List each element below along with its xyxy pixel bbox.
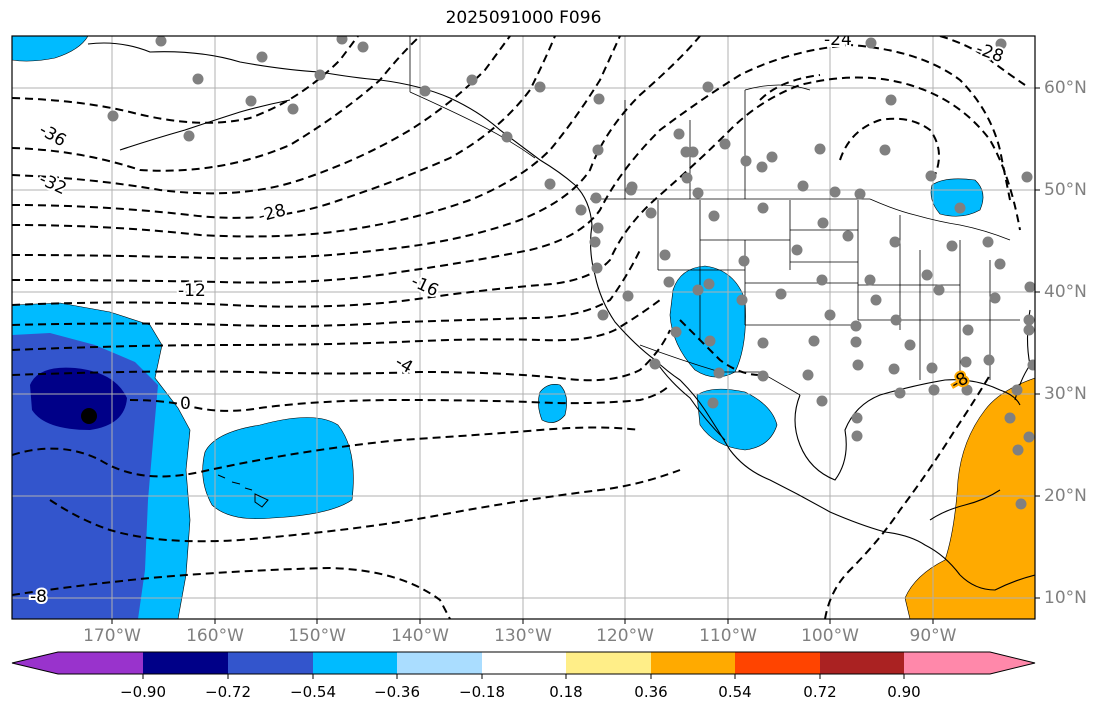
colorbar-segment <box>143 652 228 674</box>
colorbar-tick-label: −0.72 <box>205 683 251 701</box>
graticule <box>12 36 1035 619</box>
lon-label: 130°W <box>494 626 552 646</box>
colorbar-tick-label: 0.90 <box>887 683 921 701</box>
lon-label: 150°W <box>288 626 346 646</box>
colorbar <box>11 651 1036 679</box>
colorbar-tick-label: 0.72 <box>803 683 837 701</box>
shade-great-lakes <box>930 178 984 217</box>
map-title: 2025091000 F096 <box>445 8 602 28</box>
shade-hawaii <box>202 417 354 520</box>
lon-label: 100°W <box>801 626 859 646</box>
station-dots <box>107 36 1035 510</box>
shade-gulf-positive <box>904 377 1035 619</box>
contour-label: -4 <box>392 352 417 378</box>
coastlines <box>87 42 1035 591</box>
contour-label: -24 <box>824 30 852 50</box>
colorbar-outline <box>11 651 1036 675</box>
contour-label: -36 <box>36 120 70 151</box>
lon-label: 110°W <box>699 626 757 646</box>
contour-label: -12 <box>178 281 206 301</box>
colorbar-segment <box>313 652 397 674</box>
lat-label: 30°N <box>1044 384 1087 404</box>
contour-label: -16 <box>408 271 442 301</box>
lat-label: 10°N <box>1044 588 1087 608</box>
colorbar-segment <box>482 652 566 674</box>
contour-label: -32 <box>36 169 70 199</box>
shade-west-dark <box>30 367 127 430</box>
colorbar-segment <box>651 652 735 674</box>
colorbar-tick-label: −0.18 <box>459 683 505 701</box>
lat-label: 50°N <box>1044 180 1087 200</box>
shade-mexico <box>696 388 778 451</box>
lon-label: 120°W <box>596 626 654 646</box>
low-center-dot <box>81 408 97 424</box>
contour-labels: -36 -32 -28 -24 -28 -12 -16 -4 0 -8 -8 <box>28 30 1008 609</box>
colorbar-tick-label: 0.54 <box>718 683 752 701</box>
colorbar-segment <box>12 652 143 674</box>
political-borders <box>409 36 1020 396</box>
lon-label: 90°W <box>909 626 957 646</box>
shade-topleft <box>12 36 89 62</box>
colorbar-tick-label: −0.36 <box>374 683 420 701</box>
colorbar-segment <box>904 652 1035 674</box>
colorbar-tick-label: 0.18 <box>549 683 583 701</box>
lon-label: 170°W <box>83 626 141 646</box>
colorbar-tick-label: 0.36 <box>634 683 668 701</box>
contour-label: -8 <box>30 587 47 607</box>
colorbar-segment <box>566 652 651 674</box>
lat-label: 60°N <box>1044 78 1087 98</box>
colorbar-segment <box>228 652 313 674</box>
hawaii-islands <box>217 474 269 508</box>
colorbar-segment <box>397 652 482 674</box>
lon-label: 140°W <box>391 626 449 646</box>
lat-label: 40°N <box>1044 282 1087 302</box>
contour-label: -28 <box>256 200 288 227</box>
colorbar-tick-label: −0.54 <box>290 683 336 701</box>
lon-label: 160°W <box>186 626 244 646</box>
axis-ticks <box>111 87 1040 624</box>
contour-label: 0 <box>180 394 191 414</box>
colorbar-tick-label: −0.90 <box>120 683 166 701</box>
height-contours <box>12 36 1026 619</box>
lat-label: 20°N <box>1044 486 1087 506</box>
colorbar-segment <box>820 652 904 674</box>
colorbar-segment <box>735 652 820 674</box>
